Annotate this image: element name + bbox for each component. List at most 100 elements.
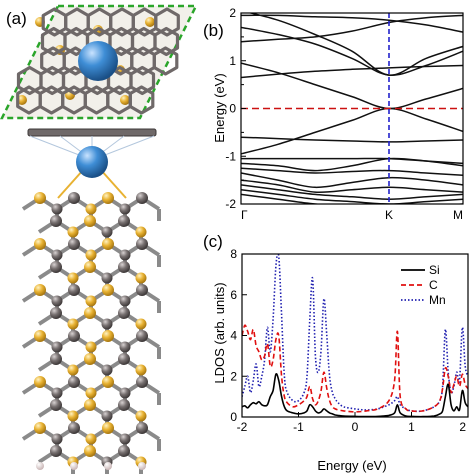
ldos-axes-frame bbox=[241, 253, 469, 418]
si-atom bbox=[67, 410, 79, 422]
si-atom bbox=[67, 272, 79, 284]
c-atom bbox=[51, 341, 63, 353]
panel-label-b: (b) bbox=[203, 21, 224, 40]
mn-atom-side bbox=[76, 146, 108, 178]
band-line-0 bbox=[247, 13, 463, 76]
ldos-xtick-label: 2 bbox=[459, 420, 466, 434]
band-ylabel: Energy (eV) bbox=[212, 73, 227, 142]
c-atom bbox=[118, 353, 130, 365]
ldos-ylabel: LDOS (arb. units) bbox=[212, 282, 227, 383]
sic-nanowire bbox=[21, 192, 161, 474]
ldos-ytick-label: 4 bbox=[230, 329, 237, 343]
si-atom bbox=[34, 376, 46, 388]
kpoint-label: Γ bbox=[241, 208, 248, 222]
panel-label-a: (a) bbox=[6, 9, 27, 28]
band-line-1 bbox=[241, 26, 463, 76]
si-atom bbox=[34, 192, 46, 204]
si-atom bbox=[84, 399, 96, 411]
panel-c: (c) LDOS (arb. units) Energy (eV) 0 2 4 6 8 -… bbox=[203, 232, 469, 473]
band-lines bbox=[241, 13, 463, 204]
c-atom bbox=[51, 433, 63, 445]
c-atom bbox=[136, 330, 148, 342]
c-atom bbox=[51, 249, 63, 261]
graphene-hexagon bbox=[128, 85, 155, 115]
legend-label-mn: Mn bbox=[429, 293, 446, 307]
band-ytick-label: 0 bbox=[229, 102, 236, 116]
si-atom bbox=[67, 364, 79, 376]
graphene-sheet-side bbox=[27, 128, 157, 137]
si-atom bbox=[102, 192, 114, 204]
si-atom bbox=[120, 95, 130, 105]
band-plot-area: -2 -1 0 1 2 Γ K M bbox=[225, 6, 463, 222]
ldos-xlabel: Energy (eV) bbox=[317, 458, 386, 473]
ldos-xtick-label: -2 bbox=[237, 420, 248, 434]
si-atom bbox=[135, 364, 147, 376]
si-atom bbox=[67, 318, 79, 330]
band-ytick-label: -1 bbox=[225, 149, 236, 163]
c-atom bbox=[68, 376, 80, 388]
c-atom bbox=[51, 203, 63, 215]
c-atom bbox=[50, 445, 62, 457]
panel-b: (b) Energy (eV) -2 -1 0 1 2 Γ K M bbox=[203, 6, 464, 222]
si-atom bbox=[85, 295, 97, 307]
c-atom bbox=[68, 330, 80, 342]
band-line-14 bbox=[241, 188, 463, 204]
band-ytick-label: 1 bbox=[229, 54, 236, 68]
c-atom bbox=[101, 272, 113, 284]
band-ytick-label: -2 bbox=[225, 197, 236, 211]
band-line-10 bbox=[241, 167, 463, 177]
si-atom bbox=[34, 330, 46, 342]
si-atom bbox=[34, 238, 46, 250]
c-atom bbox=[136, 192, 148, 204]
graphene-hexagon bbox=[152, 46, 179, 76]
ldos-lines bbox=[242, 254, 468, 417]
si-atom bbox=[135, 226, 147, 238]
si-atom bbox=[84, 353, 96, 365]
c-atom bbox=[119, 203, 131, 215]
si-atom bbox=[102, 284, 114, 296]
c-atom bbox=[119, 387, 131, 399]
ldos-xtick-label: 0 bbox=[352, 420, 359, 434]
graphene-hexagon bbox=[154, 7, 180, 37]
si-atom bbox=[34, 284, 46, 296]
si-atom bbox=[102, 238, 114, 250]
c-atom bbox=[101, 226, 113, 238]
si-atom bbox=[85, 341, 97, 353]
band-ytick-label: 2 bbox=[229, 6, 236, 20]
graphene-hexagon bbox=[153, 26, 180, 57]
ldos-ytick-label: 0 bbox=[230, 410, 237, 424]
c-atom bbox=[118, 261, 130, 273]
c-atom bbox=[68, 284, 80, 296]
c-atom bbox=[50, 215, 62, 227]
kpoint-label: M bbox=[453, 208, 463, 222]
ldos-line-si bbox=[242, 373, 468, 417]
c-atom bbox=[101, 364, 113, 376]
si-atom bbox=[34, 422, 46, 434]
band-line-12 bbox=[241, 179, 463, 194]
band-line-5 bbox=[241, 62, 463, 110]
ldos-xtick-label: 1 bbox=[408, 420, 415, 434]
si-atom bbox=[67, 226, 79, 238]
si-atom bbox=[85, 433, 97, 445]
c-atom bbox=[50, 261, 62, 273]
c-atom bbox=[68, 238, 80, 250]
graphene-hexagon bbox=[129, 65, 156, 96]
c-atom bbox=[50, 353, 62, 365]
h-atom bbox=[138, 462, 146, 470]
band-line-9 bbox=[241, 157, 463, 172]
c-atom bbox=[119, 433, 131, 445]
c-atom bbox=[118, 307, 130, 319]
si-atom bbox=[102, 376, 114, 388]
c-atom bbox=[136, 238, 148, 250]
si-atom bbox=[84, 215, 96, 227]
band-line-15 bbox=[241, 193, 463, 204]
h-atom bbox=[70, 462, 78, 470]
c-atom bbox=[68, 192, 80, 204]
c-atom bbox=[119, 249, 131, 261]
ldos-ytick-label: 2 bbox=[230, 369, 237, 383]
c-atom bbox=[101, 410, 113, 422]
si-atom bbox=[84, 307, 96, 319]
si-atom bbox=[135, 410, 147, 422]
c-atom bbox=[50, 399, 62, 411]
